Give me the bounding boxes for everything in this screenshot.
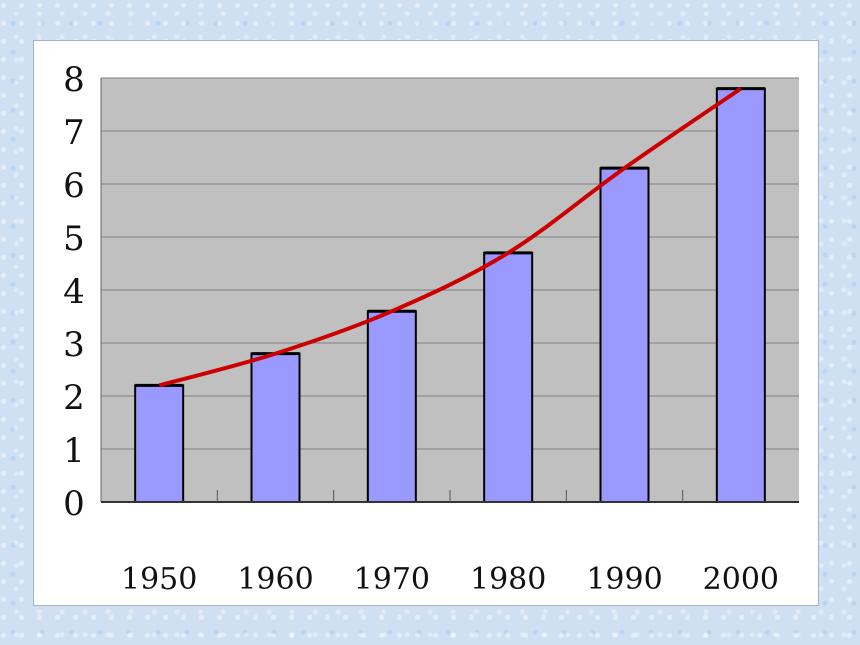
x-tick-label: 1970	[354, 562, 430, 597]
y-tick-labels: 0 1 2 3 4 5 6 7 8	[63, 60, 85, 524]
x-tick-label: 2000	[703, 562, 779, 597]
x-tick-label: 1980	[470, 562, 546, 597]
bar-1950	[134, 384, 185, 503]
bars	[134, 87, 766, 504]
y-tick-label: 2	[63, 378, 85, 418]
x-tick-label: 1990	[586, 562, 662, 597]
x-tick-label: 1960	[237, 562, 313, 597]
y-tick-label: 0	[63, 484, 85, 524]
y-tick-label: 3	[63, 325, 85, 365]
gridlines	[101, 77, 799, 450]
x-tick-labels: 1950 1960 1970 1980 1990 2000	[121, 562, 779, 597]
axes	[100, 78, 799, 503]
chart-card: 0 1 2 3 4 5 6 7 8 1950 1960 1970 1980 1990 2000	[33, 40, 819, 606]
bar-2000	[715, 87, 766, 503]
y-tick-label: 5	[63, 219, 85, 259]
y-tick-label: 8	[63, 60, 85, 100]
y-tick-label: 4	[63, 272, 85, 312]
bar-1970	[366, 310, 417, 504]
bar-1960	[250, 352, 301, 503]
bar-line-chart: 0 1 2 3 4 5 6 7 8 1950 1960 1970 1980 1990 2000	[63, 60, 799, 597]
y-tick-label: 7	[63, 113, 85, 153]
trend-line	[158, 86, 742, 388]
x-tick-label: 1950	[121, 562, 197, 597]
y-tick-label: 1	[63, 431, 85, 471]
bar-1980	[483, 251, 534, 503]
bar-1990	[599, 167, 650, 503]
y-tick-label: 6	[63, 166, 85, 206]
